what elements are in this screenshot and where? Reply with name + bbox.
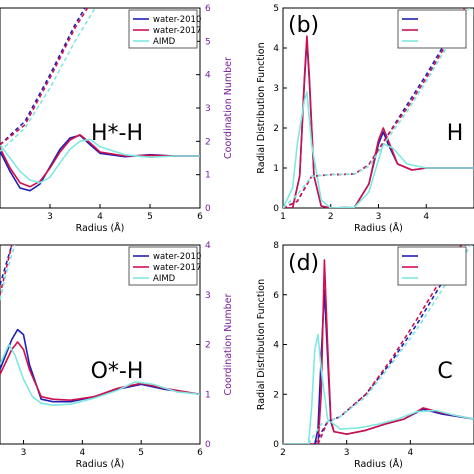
cn-line-aimd — [0, 8, 96, 152]
cn-line-aimd — [0, 245, 16, 300]
panel-pair-label: O*-H — [91, 359, 144, 384]
rdf-line-water-2010 — [0, 328, 200, 403]
y2-tick-label: 6 — [205, 4, 211, 14]
legend-entry: water-2010 — [153, 252, 201, 262]
y2-tick-label: 5 — [205, 37, 211, 47]
legend-entry: water-2017 — [153, 26, 201, 36]
y2-tick-label: 0 — [205, 440, 211, 450]
rdf-line-water-2017 — [283, 35, 474, 208]
y2-tick-label: 4 — [205, 71, 211, 81]
y2-tick-label: 1 — [205, 390, 211, 400]
y-tick-label: 1 — [273, 164, 279, 174]
panel-pair-label: C — [437, 359, 452, 384]
cn-line-aimd — [283, 8, 470, 208]
y-tick-label: 0 — [273, 440, 279, 450]
cn-line-water-2010 — [0, 8, 86, 146]
x-tick-label: 6 — [197, 212, 203, 222]
y2-tick-label: 3 — [205, 104, 211, 114]
cn-line-water-2010 — [283, 8, 463, 208]
cn-line-water-2017 — [283, 8, 466, 208]
x-axis-label: Radius (Å) — [76, 222, 125, 234]
x-tick-label: 5 — [138, 448, 144, 458]
rdf-line-aimd — [0, 138, 200, 184]
legend — [397, 9, 467, 49]
legend-box — [128, 9, 198, 49]
panel-tag: (d) — [288, 251, 319, 276]
x-tick-label: 1 — [280, 212, 286, 222]
y-tick-label: 3 — [273, 84, 279, 94]
y-tick-label: 4 — [273, 44, 279, 54]
legend-entry: water-2010 — [153, 15, 201, 25]
legend-entry: AIMD — [153, 274, 176, 284]
x-axis-label: Radius (Å) — [354, 458, 403, 470]
y2-tick-label: 2 — [205, 341, 211, 351]
cn-line-water-2017 — [0, 8, 89, 146]
y-tick-label: 0 — [273, 204, 279, 214]
legend-entry: water-2017 — [153, 263, 201, 273]
y2-tick-label: 4 — [205, 241, 211, 251]
y2-axis-label: Coordination Number — [223, 57, 234, 159]
x-axis-label: Radius (Å) — [354, 222, 403, 234]
legend — [397, 246, 467, 286]
panel-pair-label: H*-H — [91, 121, 143, 146]
y2-tick-label: 0 — [205, 204, 211, 214]
y2-tick-label: 2 — [205, 137, 211, 147]
y-axis-label: Radial Distribution Function — [256, 42, 267, 173]
x-tick-label: 2 — [328, 212, 334, 222]
rdf-line-aimd — [0, 343, 200, 406]
y-tick-label: 2 — [273, 390, 279, 400]
plot-area — [0, 245, 200, 406]
legend-box — [397, 246, 467, 286]
x-tick-label: 4 — [423, 212, 429, 222]
y-tick-label: 6 — [273, 291, 279, 301]
y2-axis-label: Coordination Number — [223, 293, 234, 395]
x-tick-label: 3 — [21, 448, 27, 458]
plot-area — [283, 8, 474, 208]
y2-tick-label: 3 — [205, 291, 211, 301]
cn-line-water-2017 — [0, 245, 13, 295]
x-tick-label: 5 — [147, 212, 153, 222]
rdf-line-water-2017 — [0, 133, 200, 188]
x-tick-label: 4 — [97, 212, 103, 222]
rdf-line-aimd — [283, 333, 474, 444]
x-tick-label: 4 — [407, 448, 413, 458]
y2-tick-label: 1 — [205, 171, 211, 181]
rdf-line-aimd — [283, 91, 474, 208]
x-tick-label: 3 — [47, 212, 53, 222]
legend-box — [397, 9, 467, 49]
panel-pair-label: H — [447, 121, 464, 146]
y-tick-label: 5 — [273, 4, 279, 14]
y-tick-label: 4 — [273, 341, 279, 351]
x-tick-label: 6 — [197, 448, 203, 458]
x-tick-label: 3 — [376, 212, 382, 222]
x-tick-label: 4 — [79, 448, 85, 458]
plot-area — [0, 8, 200, 192]
y-axis-label: Radial Distribution Function — [256, 279, 267, 410]
x-tick-label: 3 — [344, 448, 350, 458]
x-tick-label: 2 — [280, 448, 286, 458]
x-axis-label: Radius (Å) — [76, 458, 125, 470]
panel-tag: (b) — [288, 13, 319, 38]
y-tick-label: 2 — [273, 124, 279, 134]
legend-entry: AIMD — [153, 37, 176, 47]
panel-3: 3 4 5 6 Radius (Å) 0 1 2 3 4 Coordination Number wa… — [0, 241, 234, 470]
panel-1: 3 4 5 6 Radius (Å) 0 1 2 3 4 5 6 Coordination Number… — [0, 4, 234, 234]
y-tick-label: 8 — [273, 241, 279, 251]
